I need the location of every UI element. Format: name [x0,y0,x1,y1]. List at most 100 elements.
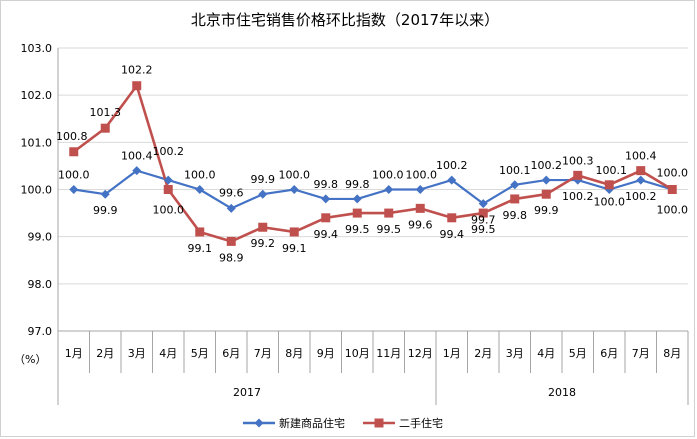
series1-data-label: 100.0 [594,196,626,209]
data-point-marker [321,194,331,204]
y-tick-label: 99.0 [28,231,53,244]
series2-data-label: 99.6 [408,218,433,231]
data-point-marker [289,185,299,194]
x-tick-label: 5月 [191,347,209,360]
series1-data-label: 100.0 [58,169,90,182]
x-tick-label: 12月 [408,347,433,360]
series2-data-label: 99.5 [345,223,370,236]
legend-label: 新建商品住宅 [279,416,345,430]
data-point-marker [510,180,520,190]
legend-label: 二手住宅 [399,416,443,430]
data-point-marker [384,185,394,194]
series-line-2 [72,84,673,243]
legend-marker [254,418,264,428]
series1-data-label: 100.2 [153,145,185,158]
x-tick-label: 4月 [159,347,177,360]
x-tick-label: 11月 [376,347,401,360]
unit-label: （%） [14,353,46,366]
y-tick-label: 101.0 [21,136,53,149]
data-point-marker [163,185,173,194]
legend-marker [374,418,384,428]
data-point-marker [69,147,79,157]
series1-data-label: 100.0 [372,169,404,182]
series-line-1 [73,169,673,210]
x-tick-label: 3月 [128,347,146,360]
data-point-marker [541,175,551,185]
y-tick-label: 98.0 [28,278,53,291]
series2-data-label: 99.9 [534,204,559,217]
series1-data-label: 100.2 [625,190,657,203]
data-point-marker [384,208,394,218]
data-point-marker [195,185,205,194]
series2-data-label: 99.1 [188,242,213,255]
series1-data-label: 99.6 [219,186,244,199]
series1-data-label: 100.2 [436,159,468,172]
series2-data-label: 99.4 [314,228,339,241]
series1-data-label: 99.9 [251,173,276,186]
x-tick-label: 9月 [317,347,335,360]
data-point-marker [132,81,142,91]
x-tick-label: 7月 [632,347,650,360]
series1-data-label: 100.1 [499,164,531,177]
data-point-marker [415,203,425,213]
x-tick-label: 1月 [65,347,83,360]
data-point-marker [636,166,646,176]
series2-data-label: 98.9 [219,251,244,264]
x-tick-label: 10月 [345,347,370,360]
data-point-marker [69,185,79,194]
x-tick-label: 4月 [537,347,555,360]
data-point-marker [352,194,362,204]
series2-data-label: 99.5 [377,223,402,236]
series2-data-label: 99.8 [503,209,528,222]
series2-data-label: 100.0 [657,204,689,217]
series1-data-label: 100.0 [279,169,311,182]
data-point-marker [258,189,268,199]
chart-title: 北京市住宅销售价格环比指数（2017年以来） [191,11,499,29]
y-tick-label: 100.0 [21,184,53,197]
series1-data-label: 100.0 [184,169,216,182]
data-point-marker [258,222,268,232]
data-point-marker [447,213,457,223]
series2-data-label: 100.0 [153,204,185,217]
series1-data-label: 99.9 [93,204,118,217]
y-tick-label: 103.0 [21,42,53,55]
data-point-marker [195,227,205,237]
series1-data-label: 99.8 [345,178,370,191]
series2-data-label: 100.8 [56,130,88,143]
series2-data-label: 99.1 [282,242,307,255]
x-tick-label: 6月 [222,347,240,360]
series2-data-label: 99.5 [471,223,496,236]
series1-data-label: 99.7 [471,214,496,227]
y-tick-label: 97.0 [28,325,53,338]
series2-data-label: 99.4 [440,228,465,241]
series2-data-label: 100.4 [625,150,657,163]
x-tick-label: 5月 [569,347,587,360]
data-point-marker [289,227,299,237]
x-tick-label: 1月 [443,347,461,360]
data-point-marker [478,208,488,218]
x-tick-label: 7月 [254,347,272,360]
x-tick-label: 8月 [285,347,303,360]
legend: 新建商品住宅 二手住宅 [243,416,443,430]
data-point-marker [415,185,425,194]
data-point-marker [163,175,173,185]
series1-data-label: 100.2 [531,159,563,172]
data-point-marker [667,185,677,194]
group-label: 2017 [233,386,261,399]
series2-data-label: 99.2 [251,237,276,250]
x-tick-label: 3月 [506,347,524,360]
y-tick-label: 102.0 [21,89,53,102]
data-point-marker [541,189,551,199]
data-point-marker [604,180,614,190]
data-point-marker [226,236,236,246]
x-tick-label: 6月 [600,347,618,360]
series2-data-label: 100.3 [562,154,594,167]
data-point-marker [447,175,457,185]
series1-data-label: 100.0 [657,167,689,180]
x-tick-label: 2月 [474,347,492,360]
series1-data-label: 100.0 [406,169,438,182]
data-point-marker [352,208,362,218]
data-point-marker [510,194,520,204]
x-tick-label: 2月 [96,347,114,360]
